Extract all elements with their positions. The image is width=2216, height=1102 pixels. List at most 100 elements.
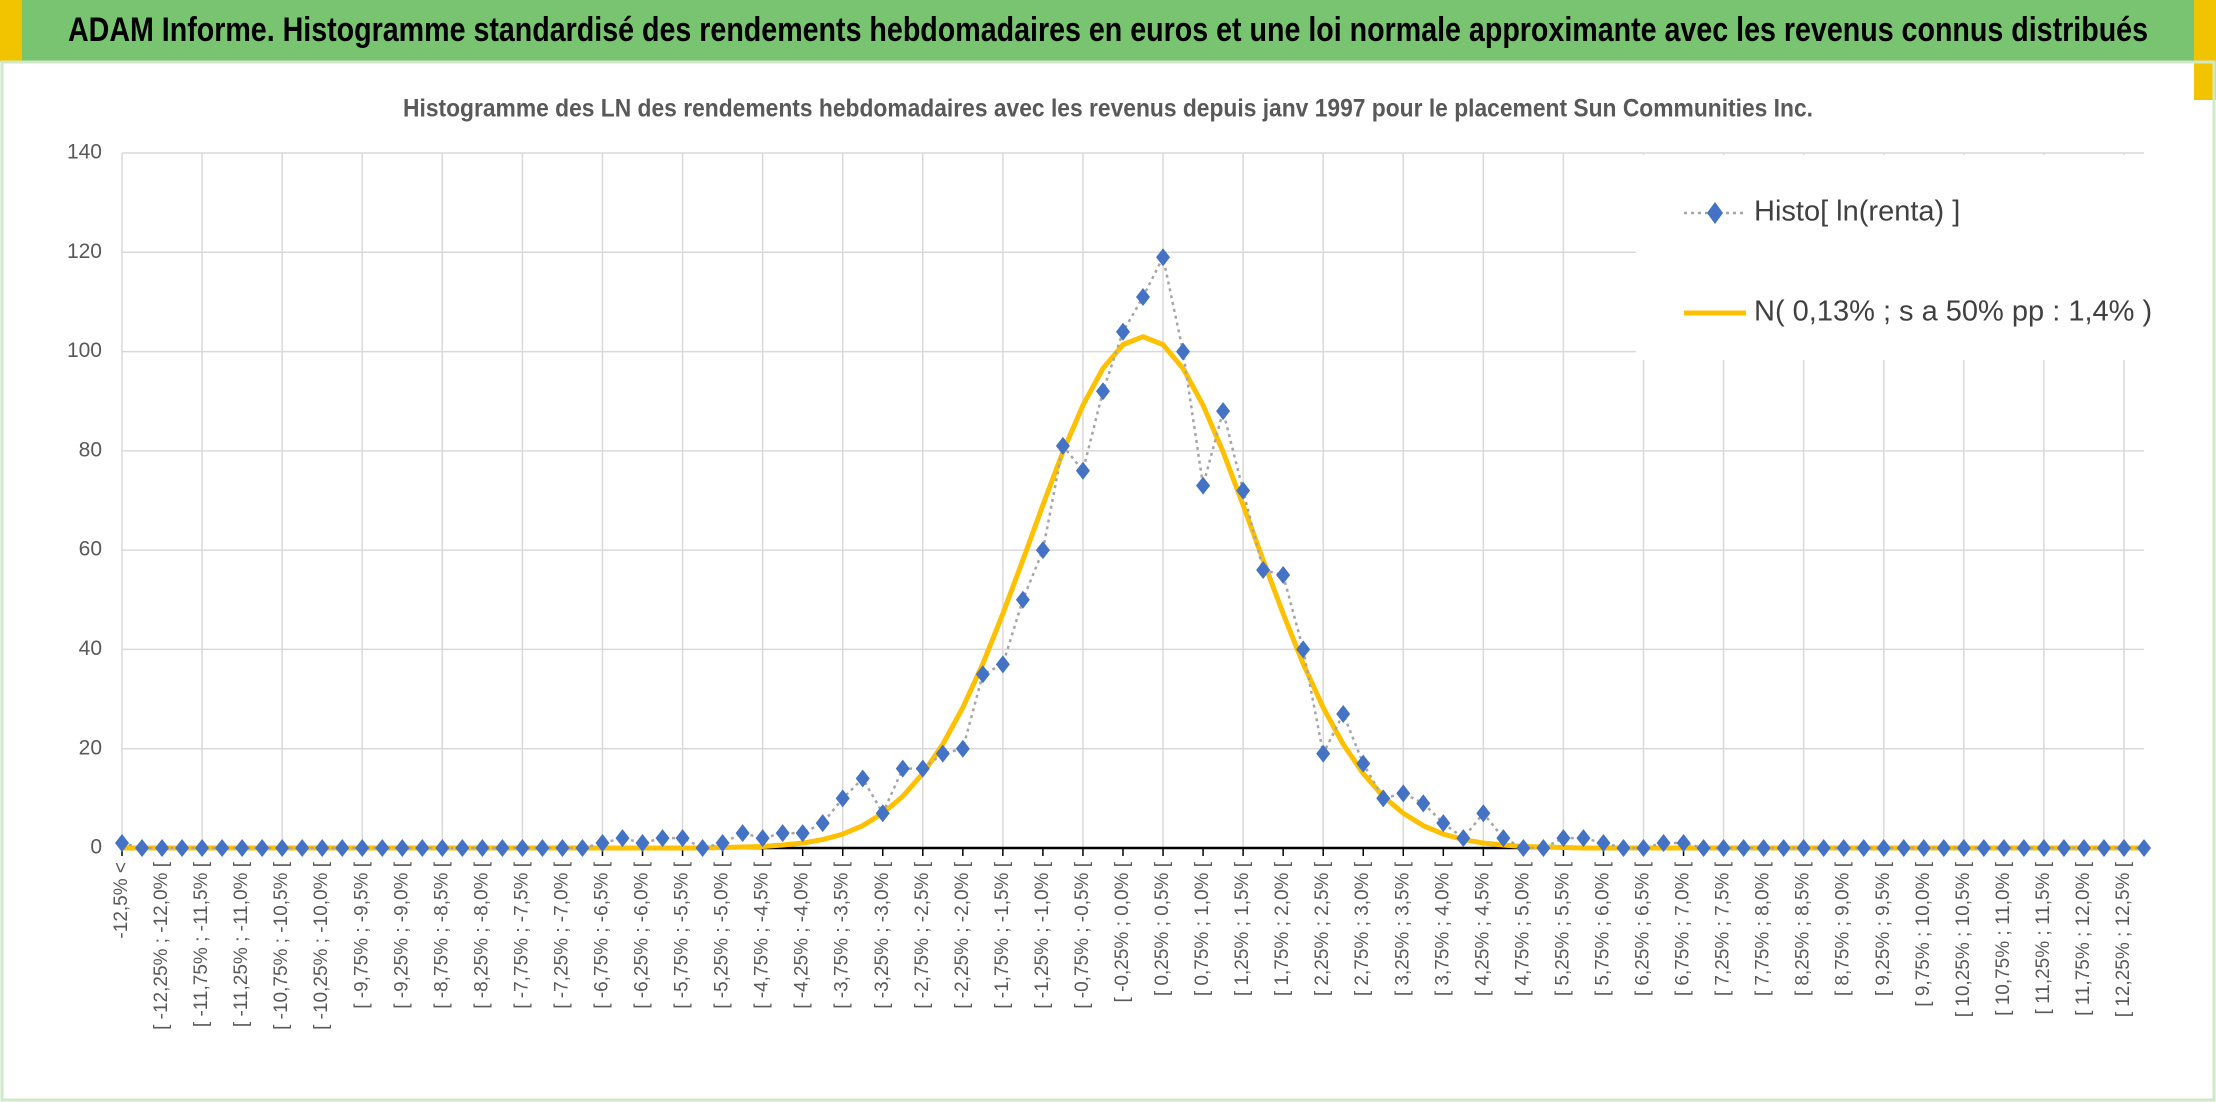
x-tick-label: [ 7,75% ; 8,0% [ (1753, 861, 1774, 996)
x-tick-label: [ -0,25% ; 0,0% [ (1112, 861, 1133, 1002)
histogram-point (115, 834, 129, 853)
histogram-point (1536, 839, 1551, 857)
histogram-point (635, 834, 650, 853)
histogram-point (335, 839, 350, 857)
histogram-point (755, 829, 770, 848)
histogram-point (1115, 322, 1130, 341)
histogram-point (2137, 839, 2151, 857)
histogram-point (935, 744, 950, 763)
histogram-point (815, 814, 830, 833)
y-tick-label: 60 (79, 538, 102, 561)
page-title: ADAM Informe. Histogramme standardisé de… (68, 11, 2148, 49)
histogram-point (615, 829, 630, 848)
histogram-point (1196, 476, 1211, 495)
x-tick-label: [ -4,25% ; -4,0% [ (792, 861, 813, 1009)
x-tick-label: [ 2,75% ; 3,0% [ (1352, 861, 1373, 996)
histogram-point (1896, 839, 1911, 857)
x-tick-label: [ -11,25% ; -11,0% [ (231, 861, 252, 1027)
histogram-point (2116, 839, 2131, 857)
histogram-point (795, 824, 810, 843)
x-tick-label: [ -2,75% ; -2,5% [ (912, 861, 933, 1009)
histogram-point (1055, 436, 1070, 455)
histogram-point (915, 759, 930, 778)
legend-label: N( 0,13% ; s a 50% pp : 1,4% ) (1754, 296, 2152, 328)
histogram-point (215, 839, 230, 857)
histogram-point (1035, 541, 1050, 560)
histogram-point (1876, 839, 1891, 857)
histogram-point (1356, 754, 1371, 773)
histogram-point (735, 824, 750, 843)
histogram-point (995, 655, 1010, 674)
x-tick-label: [ 0,75% ; 1,0% [ (1192, 861, 1213, 996)
histogram-point (455, 839, 470, 857)
y-tick-label: 120 (67, 240, 102, 263)
y-tick-label: 20 (79, 736, 102, 759)
histogram-point (1916, 839, 1931, 857)
histogram-point (575, 839, 590, 857)
histogram-point (555, 839, 570, 857)
histogram-point (1376, 789, 1391, 808)
histogram-point (1636, 839, 1651, 857)
x-tick-label: [ 12,25% ; 12,5% [ (2113, 861, 2134, 1017)
histogram-point (975, 665, 990, 684)
x-tick-label: [ 1,75% ; 2,0% [ (1272, 861, 1293, 996)
histogram-point (835, 789, 850, 808)
histogram-point (855, 769, 870, 788)
histogram-point (2016, 839, 2031, 857)
histogram-point (515, 839, 530, 857)
x-tick-label: [ -3,25% ; -3,0% [ (872, 861, 893, 1009)
x-tick-label: -12,5% < (111, 862, 132, 939)
histogram-point (1456, 829, 1471, 848)
histogram-point (475, 839, 490, 857)
x-tick-label: [ -5,75% ; -5,5% [ (672, 861, 693, 1009)
histogram-point (495, 839, 510, 857)
x-tick-label: [ 6,25% ; 6,5% [ (1633, 861, 1654, 996)
x-tick-label: [ 1,25% ; 1,5% [ (1232, 861, 1253, 996)
histogram-point (1936, 839, 1951, 857)
y-tick-label: 80 (79, 438, 102, 461)
y-tick-label: 0 (90, 836, 102, 859)
x-tick-label: [ 8,25% ; 8,5% [ (1793, 861, 1814, 996)
x-tick-label: [ -4,75% ; -4,5% [ (752, 861, 773, 1009)
histogram-point (1616, 839, 1631, 857)
histogram-point (655, 829, 670, 848)
x-tick-label: [ 9,75% ; 10,0% [ (1913, 861, 1934, 1006)
x-tick-label: [ 5,75% ; 6,0% [ (1592, 861, 1613, 996)
histogram-point (395, 839, 410, 857)
header-band (0, 0, 2216, 62)
histogram-point (315, 839, 330, 857)
x-tick-label: [ 7,25% ; 7,5% [ (1713, 861, 1734, 996)
histogram-point (1736, 839, 1751, 857)
histogram-point (375, 839, 390, 857)
histogram-point (1656, 834, 1671, 853)
x-tick-label: [ 0,25% ; 0,5% [ (1152, 861, 1173, 996)
histogram-point (1436, 814, 1451, 833)
x-tick-label: [ 3,75% ; 4,0% [ (1432, 861, 1453, 996)
histogram-point (1496, 829, 1511, 848)
histogram-point (1336, 704, 1351, 723)
histogram-point (1316, 744, 1331, 763)
histogram-point (1416, 794, 1431, 813)
histogram-point (1836, 839, 1851, 857)
histogram-point (135, 839, 150, 857)
histogram-point (1216, 402, 1231, 421)
x-tick-label: [ -11,75% ; -11,5% [ (191, 861, 212, 1027)
histogram-point (1276, 565, 1291, 584)
x-tick-label: [ -9,75% ; -9,5% [ (351, 861, 372, 1009)
x-tick-label: [ 4,75% ; 5,0% [ (1512, 861, 1533, 996)
x-tick-label: [ -0,75% ; -0,5% [ (1072, 861, 1093, 1009)
histogram-point (275, 839, 290, 857)
x-tick-label: [ 10,75% ; 11,0% [ (1993, 861, 2014, 1016)
histogram-point (155, 839, 170, 857)
histogram-point (355, 839, 370, 857)
histogram-point (675, 829, 690, 848)
histogram-point (2096, 839, 2111, 857)
x-tick-label: [ -8,75% ; -8,5% [ (431, 861, 452, 1009)
y-tick-label: 140 (67, 141, 102, 164)
x-tick-label: [ -6,25% ; -6,0% [ (632, 861, 653, 1009)
histogram-point (1596, 834, 1611, 853)
x-tick-label: [ -7,75% ; -7,5% [ (511, 861, 532, 1009)
histogram-point (1556, 829, 1571, 848)
histogram-point (1976, 839, 1991, 857)
histogram-point (235, 839, 250, 857)
